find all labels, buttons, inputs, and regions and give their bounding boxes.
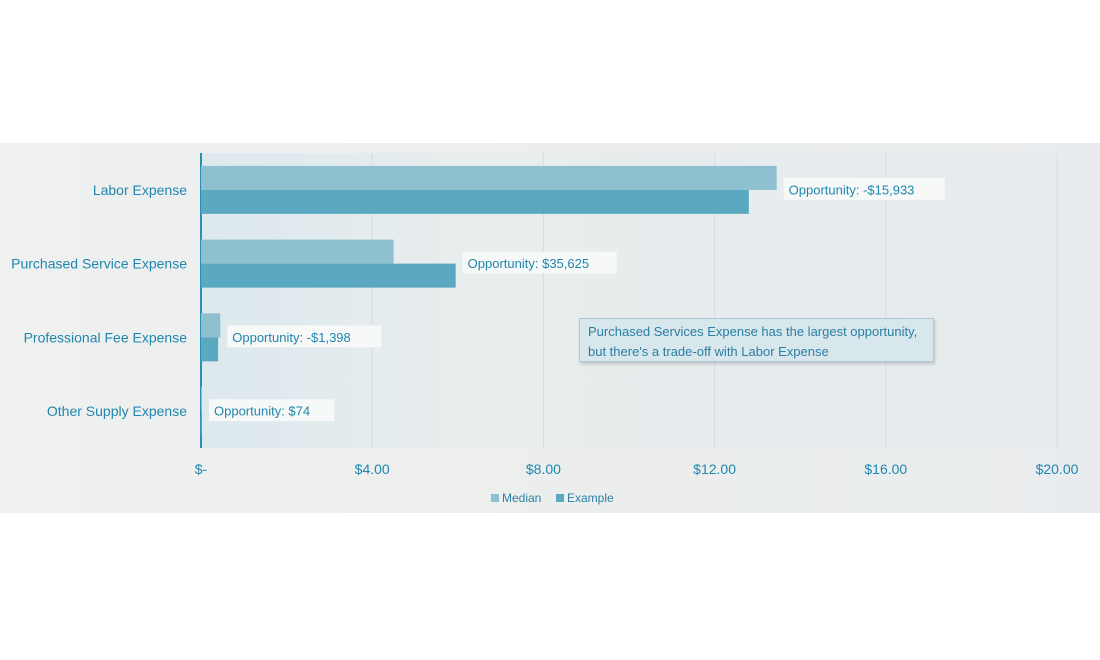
bar-median <box>201 313 221 338</box>
legend-entry: Median <box>502 491 541 505</box>
opportunity-label-bg <box>209 399 335 422</box>
x-tick-label: $16.00 <box>864 461 907 477</box>
category-label: Other Supply Expense <box>47 403 187 419</box>
opportunity-label-bg <box>462 251 617 274</box>
chart-panel: Labor Expense Opportunity: -$15,933 Purcha… <box>0 143 1100 513</box>
x-tick-label: $- <box>195 461 208 477</box>
callout-line-1: Purchased Services Expense has the large… <box>588 324 918 339</box>
opportunity-label: Opportunity: $74 <box>214 404 310 419</box>
legend: Median Example <box>491 491 614 505</box>
callout-line-2: but there's a trade-off with Labor Expen… <box>588 344 829 359</box>
callout-annotation: Purchased Services Expense has the large… <box>579 318 934 362</box>
bar-median <box>201 239 394 264</box>
bar-example <box>201 411 202 436</box>
opportunity-label: Opportunity: -$15,933 <box>789 182 915 197</box>
opportunity-label: Opportunity: -$1,398 <box>232 330 351 345</box>
category-label: Labor Expense <box>93 182 187 198</box>
legend-entry: Example <box>567 491 614 505</box>
bar-median <box>201 387 202 412</box>
opportunity-label-bg <box>227 325 382 348</box>
legend-swatch <box>556 494 564 502</box>
category-label: Professional Fee Expense <box>24 329 188 345</box>
legend-swatch <box>491 494 499 502</box>
opportunity-label-bg <box>783 177 945 200</box>
bar-chart: Labor Expense Opportunity: -$15,933 Purcha… <box>11 153 1079 505</box>
x-tick-label: $8.00 <box>526 461 561 477</box>
x-tick-label: $20.00 <box>1036 461 1079 477</box>
bar-example <box>201 337 219 362</box>
bar-median <box>201 165 777 190</box>
opportunity-label: Opportunity: $35,625 <box>468 256 589 271</box>
x-tick-label: $12.00 <box>693 461 736 477</box>
bar-example <box>201 189 749 214</box>
bar-example <box>201 263 456 288</box>
category-label: Purchased Service Expense <box>11 256 187 272</box>
x-tick-label: $4.00 <box>355 461 390 477</box>
